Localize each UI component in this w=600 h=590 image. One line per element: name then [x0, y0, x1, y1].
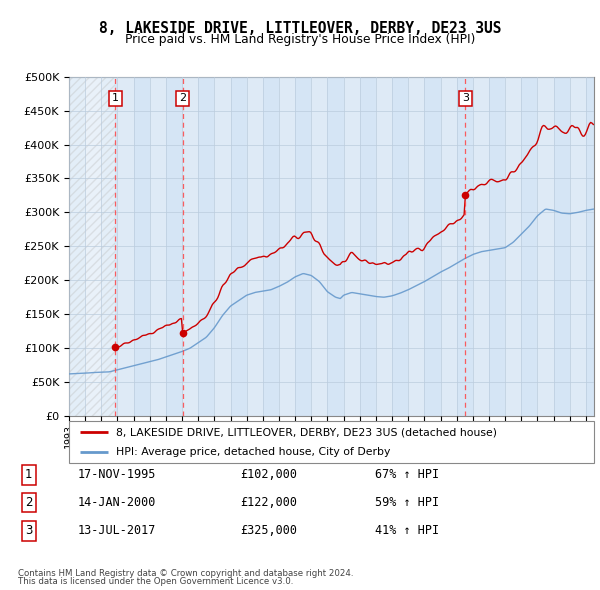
Text: 67% ↑ HPI: 67% ↑ HPI — [375, 468, 439, 481]
Text: 2: 2 — [25, 496, 32, 509]
Text: 3: 3 — [25, 525, 32, 537]
Bar — [101, 77, 118, 416]
Bar — [473, 77, 489, 416]
Bar — [118, 77, 134, 416]
Text: 13-JUL-2017: 13-JUL-2017 — [78, 525, 157, 537]
Text: 14-JAN-2000: 14-JAN-2000 — [78, 496, 157, 509]
Text: £122,000: £122,000 — [240, 496, 297, 509]
Bar — [440, 77, 457, 416]
Text: 8, LAKESIDE DRIVE, LITTLEOVER, DERBY, DE23 3US: 8, LAKESIDE DRIVE, LITTLEOVER, DERBY, DE… — [99, 21, 501, 36]
Bar — [85, 77, 101, 416]
Bar — [311, 77, 328, 416]
Bar — [376, 77, 392, 416]
Text: Contains HM Land Registry data © Crown copyright and database right 2024.: Contains HM Land Registry data © Crown c… — [18, 569, 353, 578]
Bar — [230, 77, 247, 416]
Bar — [279, 77, 295, 416]
Text: 1: 1 — [112, 93, 119, 103]
Bar — [424, 77, 440, 416]
Bar — [521, 77, 538, 416]
Bar — [328, 77, 344, 416]
Text: 17-NOV-1995: 17-NOV-1995 — [78, 468, 157, 481]
Bar — [134, 77, 150, 416]
Bar — [150, 77, 166, 416]
Text: £325,000: £325,000 — [240, 525, 297, 537]
Bar — [554, 77, 570, 416]
Text: £102,000: £102,000 — [240, 468, 297, 481]
Bar — [457, 77, 473, 416]
Bar — [166, 77, 182, 416]
Bar — [360, 77, 376, 416]
FancyBboxPatch shape — [69, 421, 594, 463]
Text: 41% ↑ HPI: 41% ↑ HPI — [375, 525, 439, 537]
Bar — [182, 77, 198, 416]
Text: HPI: Average price, detached house, City of Derby: HPI: Average price, detached house, City… — [116, 447, 391, 457]
Bar — [247, 77, 263, 416]
Text: 8, LAKESIDE DRIVE, LITTLEOVER, DERBY, DE23 3US (detached house): 8, LAKESIDE DRIVE, LITTLEOVER, DERBY, DE… — [116, 427, 497, 437]
Bar — [408, 77, 424, 416]
Bar — [295, 77, 311, 416]
Text: 2: 2 — [179, 93, 186, 103]
Text: 59% ↑ HPI: 59% ↑ HPI — [375, 496, 439, 509]
Bar — [263, 77, 279, 416]
Bar — [489, 77, 505, 416]
Bar — [538, 77, 554, 416]
Text: Price paid vs. HM Land Registry's House Price Index (HPI): Price paid vs. HM Land Registry's House … — [125, 33, 475, 46]
Text: 3: 3 — [462, 93, 469, 103]
Bar — [344, 77, 360, 416]
Text: 1: 1 — [25, 468, 32, 481]
Bar — [198, 77, 214, 416]
Bar — [214, 77, 230, 416]
Bar — [69, 77, 115, 416]
Bar — [69, 77, 85, 416]
Bar — [586, 77, 600, 416]
Text: This data is licensed under the Open Government Licence v3.0.: This data is licensed under the Open Gov… — [18, 577, 293, 586]
Bar — [570, 77, 586, 416]
Bar — [392, 77, 408, 416]
Bar — [505, 77, 521, 416]
